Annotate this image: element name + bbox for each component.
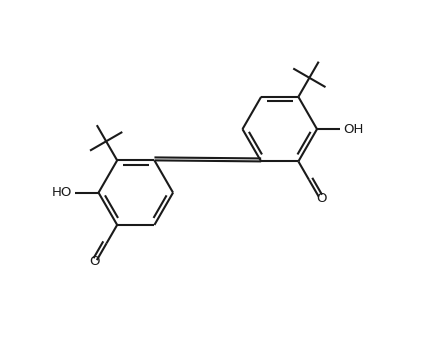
Text: O: O	[89, 255, 100, 268]
Text: HO: HO	[51, 186, 72, 199]
Text: OH: OH	[344, 123, 364, 136]
Text: O: O	[316, 191, 326, 205]
